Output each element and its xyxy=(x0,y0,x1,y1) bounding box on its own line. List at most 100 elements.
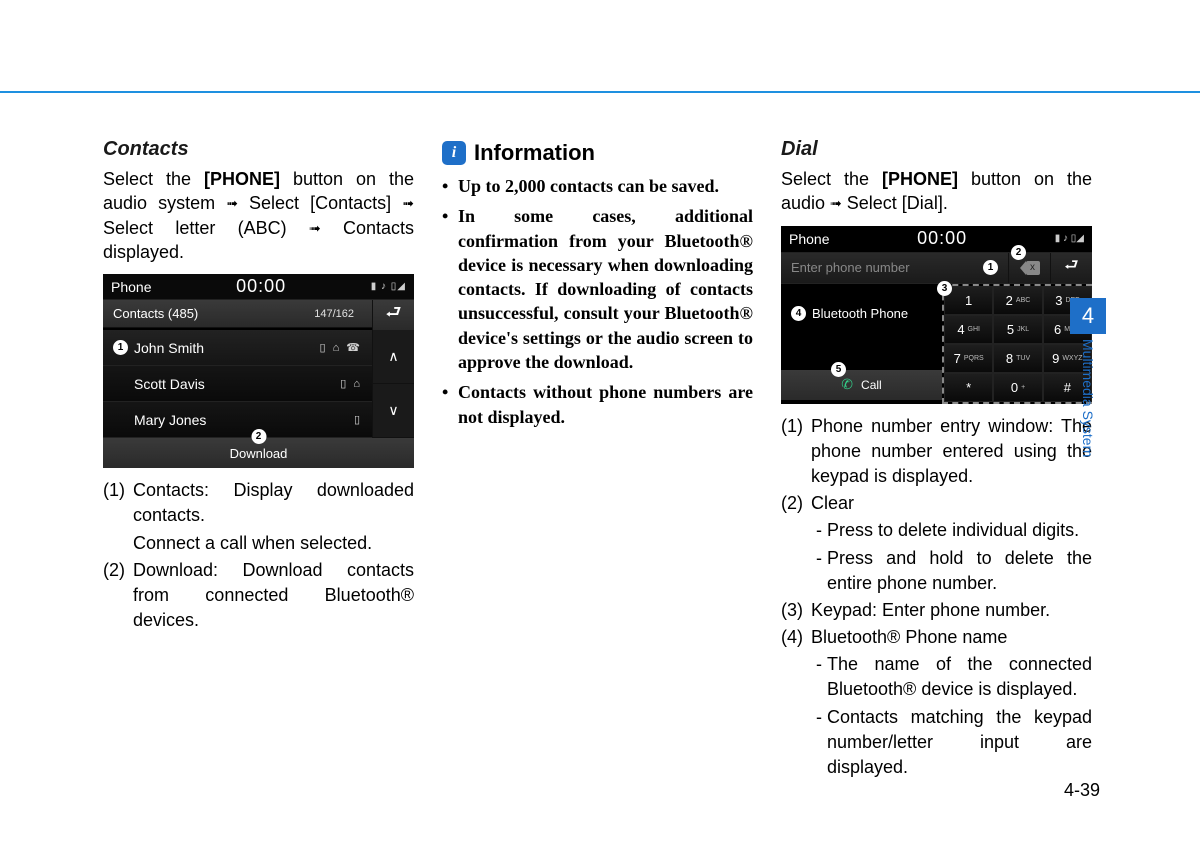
key-digit: 5 xyxy=(1007,322,1014,337)
scroll-down-button[interactable]: ∨ xyxy=(372,384,414,438)
dial-screenshot: Phone 00:00 ▮ ♪ ▯◢ Enter phone number 1 … xyxy=(781,226,1092,404)
arrow-icon: ➟ xyxy=(830,194,842,213)
info-bullet: Contacts without phone numbers are not d… xyxy=(442,380,753,429)
callout-badge: 1 xyxy=(113,340,128,355)
phone-number-input[interactable]: Enter phone number 1 xyxy=(781,253,1008,283)
contacts-subheader: Contacts (485) 147/162 xyxy=(103,300,372,328)
legend-subtext: Connect a call when selected. xyxy=(133,531,414,556)
contact-type-icons: ▯ ⌂ ☎ xyxy=(319,341,362,354)
call-label: Call xyxy=(861,378,882,392)
keypad-key[interactable]: 8TUV xyxy=(993,344,1042,373)
dial-left-pane: 4 Bluetooth Phone 5 ✆ Call xyxy=(781,284,942,404)
dash-marker: - xyxy=(811,518,827,543)
legend-num: (2) xyxy=(781,491,811,516)
contact-name: Mary Jones xyxy=(113,412,354,428)
key-digit: * xyxy=(966,380,971,395)
column-dial: Dial Select the [PHONE] button on the au… xyxy=(781,138,1092,782)
callout-badge: 4 xyxy=(791,306,806,321)
legend-num: (3) xyxy=(781,598,811,623)
keypad-key[interactable]: 4 GHI xyxy=(944,315,993,344)
key-letters: TUV xyxy=(1016,355,1030,362)
keypad-key[interactable]: 2ABC xyxy=(993,286,1042,315)
legend-num: (1) xyxy=(781,414,811,490)
key-letters: GHI xyxy=(968,326,980,333)
back-button[interactable]: ⮐ xyxy=(1050,253,1092,283)
contacts-count-label: Contacts (485) xyxy=(113,306,314,321)
legend-text: Phone number entry window: The phone num… xyxy=(811,414,1092,490)
dial-legend: (1)Phone number entry window: The phone … xyxy=(781,414,1092,781)
column-contacts: Contacts Select the [PHONE] button on th… xyxy=(103,138,414,782)
download-button[interactable]: 2 Download xyxy=(103,438,414,468)
legend-text: Keypad: Enter phone number. xyxy=(811,598,1092,623)
keypad-key[interactable]: 7PQRS xyxy=(944,344,993,373)
key-digit: 4 xyxy=(957,322,964,337)
legend-item: (2)Clear xyxy=(781,491,1092,516)
back-button[interactable]: ⮐ xyxy=(372,300,414,330)
text: Select the xyxy=(781,169,882,189)
contact-row[interactable]: Mary Jones ▯ xyxy=(103,402,372,438)
key-digit: 3 xyxy=(1055,293,1062,308)
info-icon: i xyxy=(442,141,466,165)
legend-text: Download: Download contacts from connect… xyxy=(133,558,414,634)
clear-button[interactable]: 2 xyxy=(1008,253,1050,283)
dial-input-row: Enter phone number 1 2 ⮐ xyxy=(781,252,1092,284)
contacts-legend: (1) Contacts: Display downloaded contact… xyxy=(103,478,414,633)
backspace-icon xyxy=(1020,261,1040,275)
info-bullet: Up to 2,000 contacts can be saved. xyxy=(442,174,753,198)
contact-row[interactable]: 1 John Smith ▯ ⌂ ☎ xyxy=(103,330,372,366)
legend-dash: -The name of the connected Bluetooth® de… xyxy=(811,652,1092,702)
contact-row[interactable]: Scott Davis ▯ ⌂ xyxy=(103,366,372,402)
dash-text: Press to delete individual digits. xyxy=(827,518,1092,543)
keypad-key[interactable]: 5JKL xyxy=(993,315,1042,344)
screenshot-header: Phone 00:00 ▮ ♪ ▯◢ xyxy=(781,226,1092,252)
legend-num: (2) xyxy=(103,558,133,634)
status-icons: ▮ ♪ ▯◢ xyxy=(1055,233,1084,244)
section-tab: 4 Multimedia System xyxy=(1070,298,1106,462)
screenshot-header: Phone 00:00 ▮ ♪ ▯◢ xyxy=(103,274,414,300)
key-digit: 1 xyxy=(965,293,972,308)
key-letters: PQRS xyxy=(964,355,984,362)
text: Select [Dial]. xyxy=(842,193,948,213)
dial-intro: Select the [PHONE] button on the audio ➟… xyxy=(781,167,1092,216)
content-columns: Contacts Select the [PHONE] button on th… xyxy=(103,138,1093,782)
page-number: 4-39 xyxy=(1064,780,1100,801)
legend-text: Contacts: Display downloaded contacts. xyxy=(133,478,414,528)
dash-text: Contacts matching the keypad number/lett… xyxy=(827,705,1092,781)
dash-text: The name of the connected Bluetooth® dev… xyxy=(827,652,1092,702)
info-bullet-list: Up to 2,000 contacts can be saved. In so… xyxy=(442,174,753,429)
legend-dash: -Contacts matching the keypad number/let… xyxy=(811,705,1092,781)
key-letters: + xyxy=(1021,384,1025,391)
contacts-screenshot: Phone 00:00 ▮ ♪ ▯◢ Contacts (485) 147/16… xyxy=(103,274,414,468)
dial-heading: Dial xyxy=(781,138,1092,161)
phone-button-ref: [PHONE] xyxy=(204,169,280,189)
legend-item: (2) Download: Download contacts from con… xyxy=(103,558,414,634)
legend-dash: -Press to delete individual digits. xyxy=(811,518,1092,543)
arrow-icon: ➟ xyxy=(402,194,414,213)
header-rule xyxy=(0,91,1200,93)
key-digit: 0 xyxy=(1011,380,1018,395)
column-information: i Information Up to 2,000 contacts can b… xyxy=(442,138,753,782)
keypad-key[interactable]: 0+ xyxy=(993,373,1042,402)
key-digit: 9 xyxy=(1052,351,1059,366)
info-heading: i Information xyxy=(442,140,753,166)
callout-badge: 5 xyxy=(831,362,846,377)
contacts-intro: Select the [PHONE] button on the audio s… xyxy=(103,167,414,264)
callout-badge: 1 xyxy=(983,260,998,275)
legend-text: Bluetooth® Phone name xyxy=(811,625,1092,650)
keypad-key[interactable]: * xyxy=(944,373,993,402)
download-label: Download xyxy=(230,446,288,461)
key-digit: 8 xyxy=(1006,351,1013,366)
key-letters: ABC xyxy=(1016,297,1030,304)
status-icons: ▮ ♪ ▯◢ xyxy=(371,281,406,292)
key-digit: 6 xyxy=(1054,322,1061,337)
dash-text: Press and hold to delete the entire phon… xyxy=(827,546,1092,596)
phone-icon: ✆ xyxy=(841,376,853,393)
contact-name: Scott Davis xyxy=(113,376,340,392)
keypad-key[interactable]: 31 xyxy=(944,286,993,315)
scroll-up-button[interactable]: ∧ xyxy=(372,330,414,384)
key-digit: 7 xyxy=(954,351,961,366)
call-button[interactable]: 5 ✆ Call xyxy=(781,370,942,400)
page-counter: 147/162 xyxy=(314,308,354,320)
legend-dash: -Press and hold to delete the entire pho… xyxy=(811,546,1092,596)
legend-item: (1)Phone number entry window: The phone … xyxy=(781,414,1092,490)
